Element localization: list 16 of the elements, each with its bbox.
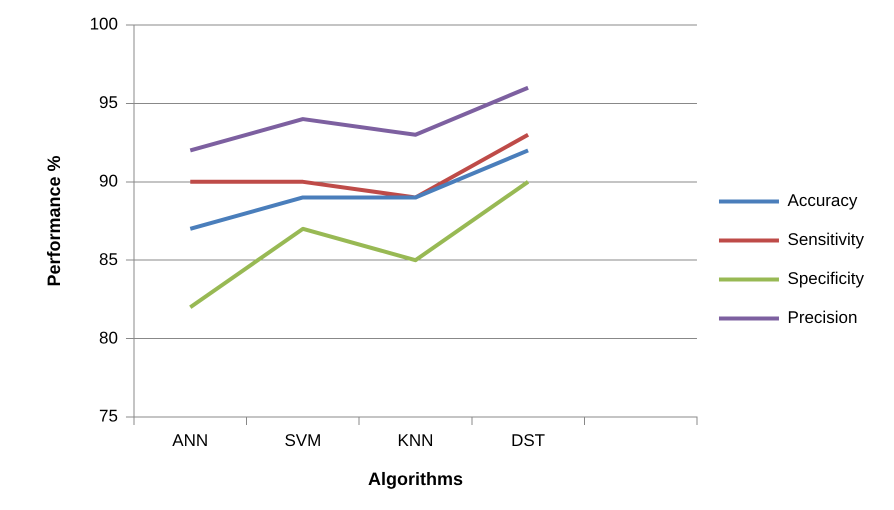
x-tick-label: KNN — [398, 430, 434, 450]
legend-label: Precision — [787, 308, 858, 328]
y-tick-label: 90 — [99, 171, 118, 190]
x-tick-label: ANN — [172, 430, 208, 450]
y-tick-label: 95 — [99, 93, 118, 112]
legend-label: Accuracy — [787, 191, 858, 210]
y-tick-label: 80 — [99, 328, 118, 348]
legend-label: Specificity — [787, 269, 864, 288]
y-tick-label: 75 — [99, 406, 118, 426]
x-axis-title: Algorithms — [368, 469, 463, 490]
y-tick-label: 85 — [99, 250, 118, 269]
y-axis-title: Performance % — [44, 155, 64, 287]
y-tick-label: 100 — [90, 14, 118, 34]
x-tick-label: SVM — [284, 430, 322, 450]
x-tick-label: DST — [511, 430, 546, 450]
legend-label: Sensitivity — [787, 230, 864, 250]
